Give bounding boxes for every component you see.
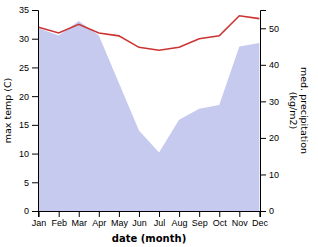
tick-label: Apr — [92, 218, 106, 228]
tick-label: 30 — [19, 34, 29, 44]
tick-label: 0 — [24, 206, 29, 216]
tick-label: Jul — [154, 218, 166, 228]
tick-label: Feb — [51, 218, 67, 228]
tick: May — [111, 211, 129, 228]
tick: 25 — [19, 63, 38, 73]
tick: 20 — [260, 133, 279, 143]
tick: Jan — [32, 211, 47, 228]
tick-mark — [59, 211, 60, 217]
tick: 0 — [24, 206, 38, 216]
tick-mark — [260, 174, 266, 175]
tick: 10 — [19, 149, 38, 159]
tick-label: Dec — [252, 218, 269, 228]
tick-label: 0 — [269, 206, 274, 216]
tick-label: Sep — [192, 218, 208, 228]
tick-mark — [79, 211, 80, 217]
tick: Mar — [71, 211, 87, 228]
tick-mark — [32, 67, 38, 68]
temp-line — [39, 16, 260, 50]
tick-label: May — [111, 218, 129, 228]
tick-mark — [119, 211, 120, 217]
tick-mark — [260, 65, 266, 66]
tick: Nov — [232, 211, 249, 228]
tick-mark — [32, 154, 38, 155]
tick: 40 — [260, 60, 279, 70]
tick-label: 5 — [24, 178, 29, 188]
tick: Feb — [51, 211, 67, 228]
tick-mark — [199, 211, 200, 217]
tick-label: 35 — [19, 5, 29, 15]
tick-label: 15 — [19, 120, 29, 130]
tick-mark — [260, 101, 266, 102]
y2-axis: 0 10 20 30 40 50 — [260, 11, 279, 217]
axis-line — [32, 11, 39, 212]
y-axis: 0 5 10 15 20 25 30 35 — [19, 5, 39, 216]
tick-label: 30 — [269, 97, 279, 107]
tick-mark — [179, 211, 180, 217]
tick-mark — [32, 211, 38, 212]
tick: Jun — [132, 211, 147, 228]
tick-label: Jan — [32, 218, 47, 228]
tick: Sep — [192, 211, 208, 228]
tick-label: 40 — [269, 60, 279, 70]
tick-label: Oct — [213, 218, 228, 228]
tick-mark — [32, 125, 38, 126]
y2-axis-title: med. precipitation(kg/m2) — [288, 67, 310, 154]
tick: Jul — [154, 211, 166, 228]
tick-mark — [260, 138, 266, 139]
tick: Oct — [213, 211, 228, 228]
y-axis-title: max temp (C) — [2, 78, 13, 144]
tick: 20 — [19, 92, 38, 102]
tick-mark — [139, 211, 140, 217]
tick: 50 — [260, 24, 279, 34]
x-axis: Jan Feb Mar Apr MayJun Jul Aug Sep Oct NovDec — [32, 211, 269, 228]
x-axis-title: date (month) — [112, 233, 186, 244]
tick: 15 — [19, 120, 38, 130]
tick: 5 — [24, 178, 38, 188]
tick-mark — [32, 10, 38, 11]
tick-mark — [260, 211, 266, 212]
tick: 30 — [260, 97, 279, 107]
tick: Aug — [172, 211, 188, 228]
tick-label: 50 — [269, 24, 279, 34]
tick-label: 10 — [19, 149, 29, 159]
tick-label: 20 — [269, 133, 279, 143]
tick-mark — [32, 182, 38, 183]
tick-mark — [219, 211, 220, 217]
axis-line — [261, 11, 267, 212]
tick-label: 25 — [19, 63, 29, 73]
tick-label: 20 — [19, 92, 29, 102]
tick-mark — [260, 28, 266, 29]
marks — [39, 16, 260, 211]
tick: Dec — [252, 211, 269, 228]
tick-label: Aug — [172, 218, 188, 228]
tick-mark — [159, 211, 160, 217]
tick-mark — [32, 39, 38, 40]
tick-mark — [32, 96, 38, 97]
tick-label: Jun — [132, 218, 147, 228]
tick-mark — [99, 211, 100, 217]
tick: 10 — [260, 170, 279, 180]
tick: 0 — [260, 206, 274, 216]
tick-label: Nov — [232, 218, 249, 228]
chart: JanFebMarAprMayJunJulAugSepOctNovDec0510… — [0, 0, 318, 247]
tick: Apr — [92, 211, 106, 228]
tick-label: 10 — [269, 170, 279, 180]
tick: 35 — [19, 5, 38, 15]
tick-label: Mar — [71, 218, 87, 228]
axis-line — [39, 212, 261, 218]
plot: JanFebMarAprMayJunJulAugSepOctNovDec0510… — [19, 5, 279, 228]
tick-mark — [239, 211, 240, 217]
tick: 30 — [19, 34, 38, 44]
